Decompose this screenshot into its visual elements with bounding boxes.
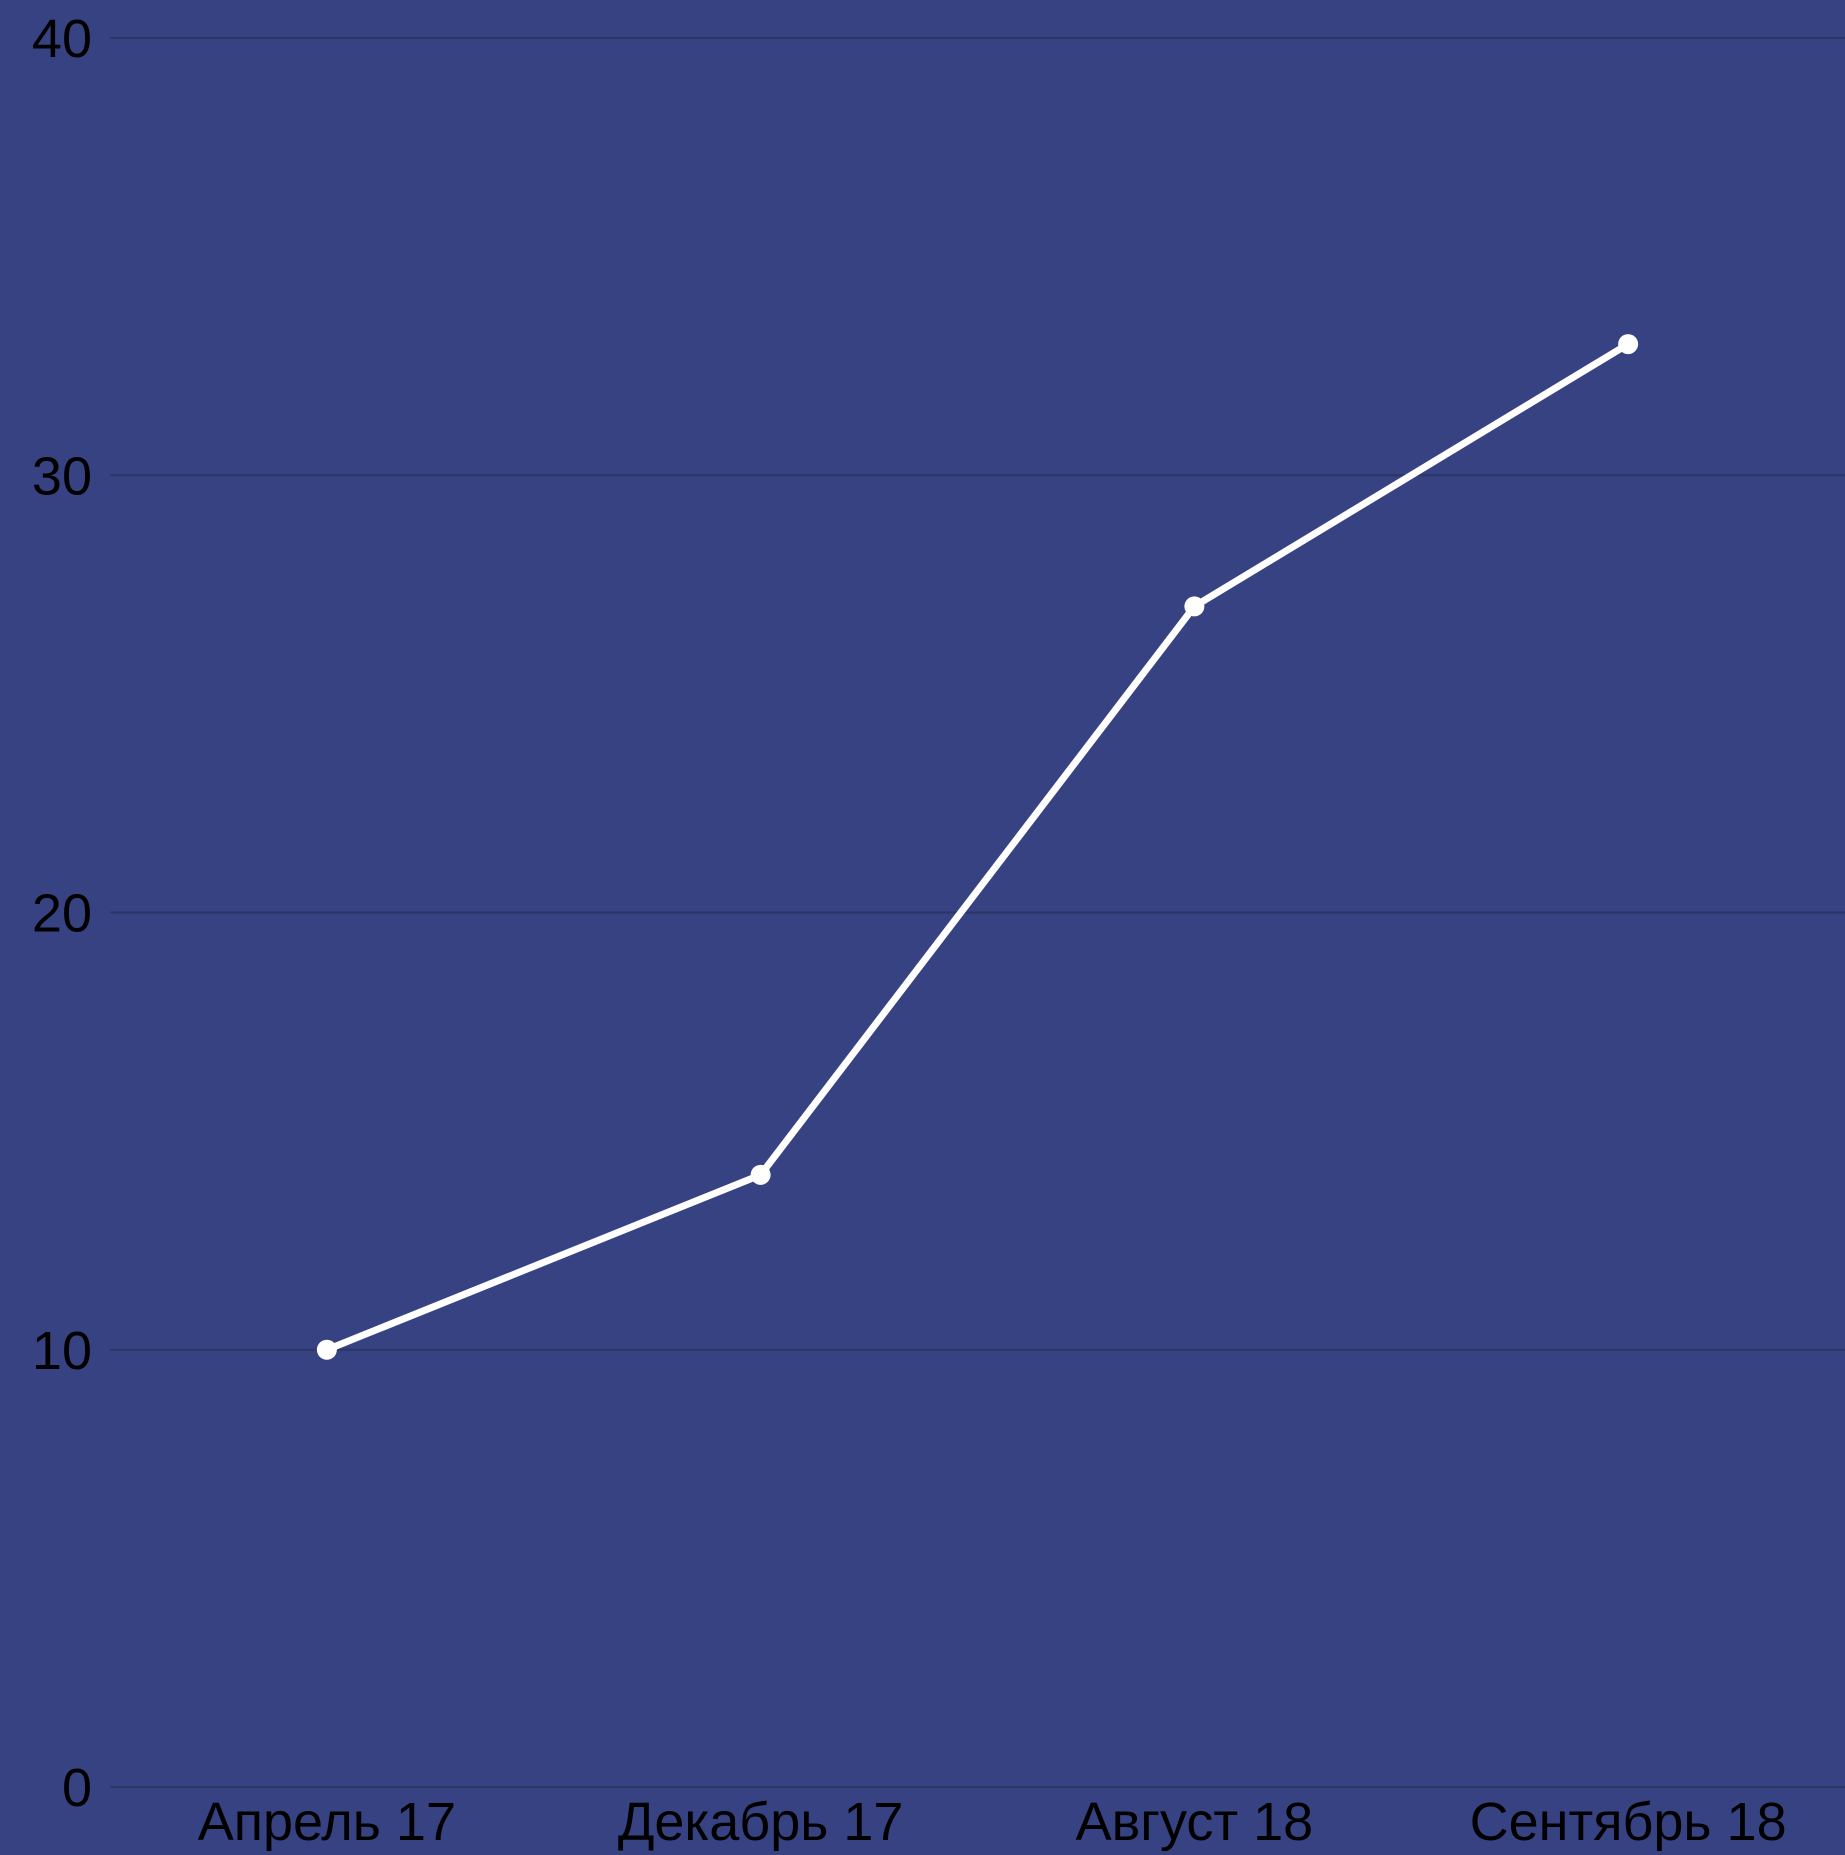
x-tick-label: Сентябрь 18	[1470, 1792, 1787, 1852]
grid-lines	[110, 37, 1845, 1788]
x-tick-label: Август 18	[1076, 1792, 1314, 1852]
x-tick-label: Апрель 17	[198, 1792, 456, 1852]
data-point	[1618, 334, 1639, 355]
y-tick-label: 40	[32, 9, 92, 69]
x-axis-tick-labels: Апрель 17 Декабрь 17 Август 18 Сентябрь 18	[198, 1792, 1787, 1852]
series-group	[316, 334, 1639, 1360]
y-axis-tick-labels: 0 10 20 30 40	[32, 9, 92, 1818]
data-point	[316, 1339, 337, 1360]
y-tick-label: 10	[32, 1321, 92, 1381]
y-tick-label: 0	[62, 1758, 92, 1818]
y-tick-label: 30	[32, 446, 92, 506]
series-line	[323, 340, 1632, 1354]
data-point	[1184, 596, 1205, 617]
x-tick-label: Декабрь 17	[618, 1792, 904, 1852]
data-point	[750, 1164, 771, 1185]
y-tick-label: 20	[32, 884, 92, 944]
